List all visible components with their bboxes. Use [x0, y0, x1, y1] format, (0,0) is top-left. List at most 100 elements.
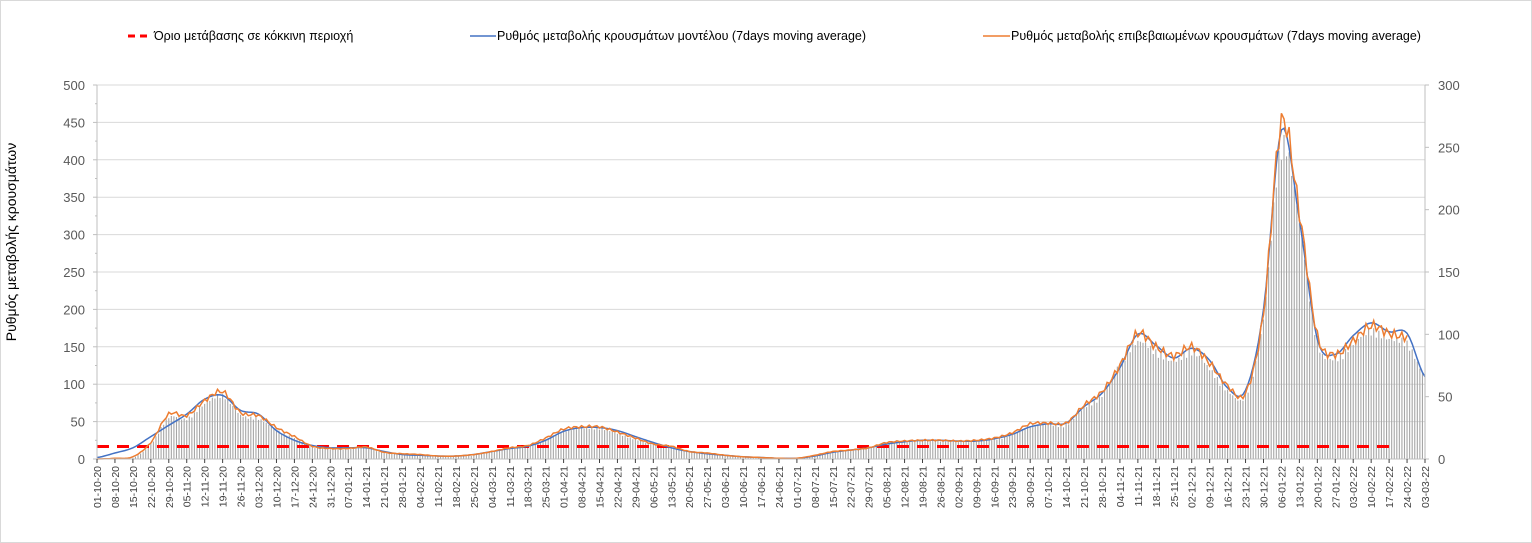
x-tick-label: 05-08-21	[882, 466, 894, 508]
x-tick-label: 17-12-20	[289, 466, 301, 508]
x-tick-label: 13-01-22	[1294, 466, 1306, 508]
x-tick-label: 09-12-21	[1205, 466, 1217, 508]
y-tick-label: 250	[63, 265, 85, 280]
x-tick-label: 08-04-21	[577, 466, 589, 508]
x-tick-label: 19-08-21	[918, 466, 930, 508]
x-tick-label: 17-06-21	[756, 466, 768, 508]
x-tick-label: 11-11-21	[1133, 466, 1145, 507]
x-tick-label: 06-05-21	[648, 466, 660, 508]
x-tick-label: 15-10-20	[128, 466, 140, 508]
x-tick-label: 16-12-21	[1223, 466, 1235, 508]
x-tick-label: 22-07-21	[846, 466, 858, 508]
legend: Όριο μετάβασης σε κόκκινη περιοχή Ρυθμός…	[128, 29, 1421, 43]
y-axis-title: Ρυθμός μεταβολής κρουσμάτων	[3, 143, 19, 341]
x-tick-label: 30-09-21	[1025, 466, 1037, 508]
x-tick-label: 10-02-22	[1366, 466, 1378, 508]
x-tick-label: 31-12-20	[325, 466, 337, 508]
x-tick-label: 27-05-21	[702, 466, 714, 508]
x-tick-label: 11-02-21	[433, 466, 445, 507]
x-tick-label: 28-10-21	[1097, 466, 1109, 508]
x-tick-label: 21-01-21	[379, 466, 391, 508]
x-tick-label: 22-04-21	[612, 466, 624, 508]
x-tick-label: 21-10-21	[1079, 466, 1091, 508]
x-tick-label: 08-07-21	[810, 466, 822, 508]
x-tick-label: 03-12-20	[254, 466, 266, 508]
x-tick-label: 20-01-22	[1312, 466, 1324, 508]
legend-item-confirmed[interactable]: Ρυθμός μεταβολής επιβεβαιωμένων κρουσμάτ…	[983, 29, 1421, 43]
x-tick-label: 09-09-21	[971, 466, 983, 508]
x-tick-label: 01-04-21	[559, 466, 571, 508]
x-tick-label: 18-02-21	[451, 466, 463, 508]
x-tick-label: 02-09-21	[953, 466, 965, 508]
y2-tick-label: 250	[1438, 140, 1460, 155]
y-tick-label: 0	[78, 452, 85, 467]
x-tick-label: 17-02-22	[1384, 466, 1396, 508]
y-tick-label: 50	[71, 415, 85, 430]
y-tick-label: 300	[63, 228, 85, 243]
x-tick-label: 18-03-21	[523, 466, 535, 508]
x-tick-label: 19-11-20	[218, 466, 230, 507]
x-tick-label: 28-01-21	[397, 466, 409, 508]
legend-item-model[interactable]: Ρυθμός μεταβολής κρουσμάτων μοντέλου (7d…	[470, 29, 866, 43]
x-tick-label: 03-06-21	[720, 466, 732, 508]
x-tick-label: 26-11-20	[236, 466, 248, 507]
y2-tick-label: 100	[1438, 327, 1460, 342]
x-tick-label: 24-12-20	[307, 466, 319, 508]
x-tick-label: 07-10-21	[1043, 466, 1055, 508]
y2-tick-label: 150	[1438, 265, 1460, 280]
x-tick-label: 22-10-20	[146, 466, 158, 508]
x-tick-label: 10-12-20	[271, 466, 283, 508]
x-tick-label: 20-05-21	[684, 466, 696, 508]
x-tick-label: 11-03-21	[505, 466, 517, 507]
x-tick-label: 25-03-21	[541, 466, 553, 508]
y-tick-label: 450	[63, 115, 85, 130]
y-tick-label: 500	[63, 78, 85, 93]
x-tick-label: 05-11-20	[182, 466, 194, 507]
y-tick-label: 400	[63, 153, 85, 168]
y-tick-label: 100	[63, 377, 85, 392]
x-tick-label: 03-03-22	[1420, 466, 1432, 508]
x-tick-label: 25-02-21	[469, 466, 481, 508]
x-tick-label: 18-11-21	[1151, 466, 1163, 507]
series-lines	[96, 112, 1426, 460]
model-line	[96, 127, 1426, 460]
x-tick-label: 23-12-21	[1241, 466, 1253, 508]
x-tick-label: 24-02-22	[1402, 466, 1414, 508]
y-tick-label: 350	[63, 190, 85, 205]
x-tick-label: 08-10-20	[110, 466, 122, 508]
x-tick-label: 14-01-21	[361, 466, 373, 508]
x-tick-label: 14-10-21	[1061, 466, 1073, 508]
x-tick-label: 04-11-21	[1115, 466, 1127, 507]
x-tick-label: 12-11-20	[200, 466, 212, 507]
legend-confirmed-label: Ρυθμός μεταβολής επιβεβαιωμένων κρουσμάτ…	[1011, 29, 1421, 43]
x-tick-label: 15-04-21	[594, 466, 606, 508]
x-tick-label: 10-06-21	[738, 466, 750, 508]
x-tick-label: 15-07-21	[828, 466, 840, 508]
x-tick-label: 07-01-21	[343, 466, 355, 508]
x-tick-label: 30-12-21	[1258, 466, 1270, 508]
x-tick-label: 03-02-22	[1348, 466, 1360, 508]
x-tick-label: 01-07-21	[792, 466, 804, 508]
legend-item-threshold[interactable]: Όριο μετάβασης σε κόκκινη περιοχή	[128, 29, 353, 43]
x-tick-label: 23-09-21	[1007, 466, 1019, 508]
x-tick-label: 02-12-21	[1187, 466, 1199, 508]
x-tick-label: 04-02-21	[415, 466, 427, 508]
x-tick-label: 12-08-21	[900, 466, 912, 508]
x-tick-label: 25-11-21	[1169, 466, 1181, 507]
x-tick-label: 16-09-21	[989, 466, 1001, 508]
y2-tick-label: 0	[1438, 452, 1445, 467]
x-tick-label: 26-08-21	[935, 466, 947, 508]
x-tick-label: 29-10-20	[164, 466, 176, 508]
legend-model-label: Ρυθμός μεταβολής κρουσμάτων μοντέλου (7d…	[497, 29, 866, 43]
legend-threshold-label: Όριο μετάβασης σε κόκκινη περιοχή	[153, 29, 353, 43]
confirmed-line	[96, 112, 1408, 460]
y-tick-label: 150	[63, 340, 85, 355]
daily-bars	[116, 134, 1426, 459]
y2-tick-label: 200	[1438, 203, 1460, 218]
x-tick-label: 13-05-21	[666, 466, 678, 508]
gridlines	[97, 84, 1425, 423]
x-tick-label: 24-06-21	[774, 466, 786, 508]
x-tick-label: 04-03-21	[487, 466, 499, 508]
x-tick-label: 29-07-21	[864, 466, 876, 508]
